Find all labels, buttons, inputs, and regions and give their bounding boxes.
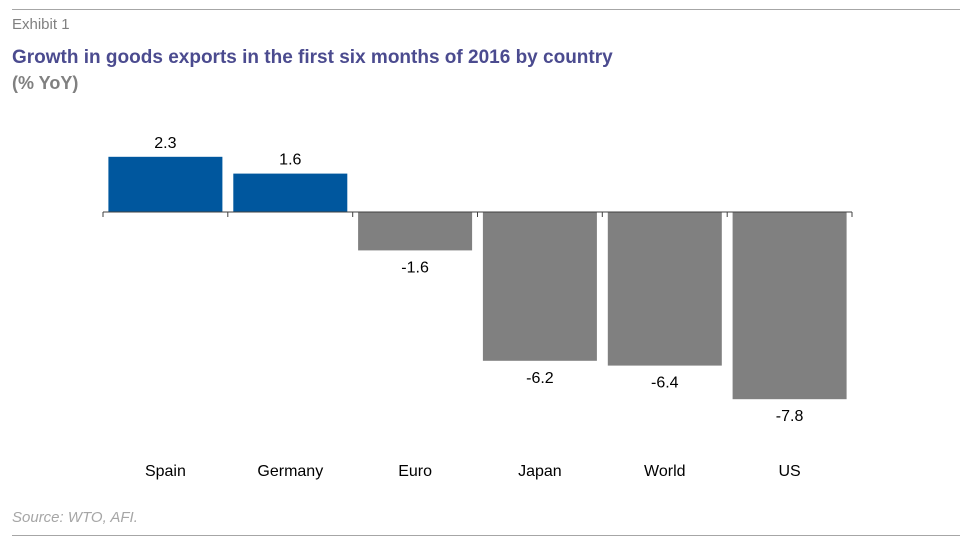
category-label-spain: Spain xyxy=(145,463,186,480)
chart-subtitle: (% YoY) xyxy=(12,73,79,93)
category-label-japan: Japan xyxy=(518,463,562,480)
category-label-world: World xyxy=(644,463,686,480)
data-label-spain: 2.3 xyxy=(154,135,176,152)
top-rule xyxy=(12,9,960,10)
data-label-germany: 1.6 xyxy=(279,152,301,169)
bottom-rule xyxy=(12,535,960,536)
bar-spain xyxy=(108,156,223,212)
chart-title: Growth in goods exports in the first six… xyxy=(12,47,613,68)
axis-layer xyxy=(102,211,853,217)
data-label-us: -7.8 xyxy=(776,408,804,425)
data-label-japan: -6.2 xyxy=(526,370,554,387)
bar-japan xyxy=(482,212,597,361)
data-label-euro: -1.6 xyxy=(401,259,429,276)
bar-euro xyxy=(358,212,473,251)
bar-us xyxy=(732,212,847,400)
data-label-world: -6.4 xyxy=(651,375,679,392)
category-label-germany: Germany xyxy=(257,463,323,480)
source-note: Source: WTO, AFI. xyxy=(12,509,138,526)
bars-layer xyxy=(108,156,847,400)
category-label-us: US xyxy=(778,463,800,480)
bar-world xyxy=(607,212,722,366)
exhibit-label: Exhibit 1 xyxy=(12,16,70,33)
labels-layer: 2.3 Spain 1.6 Germany -1.6 Euro -6.2 Japan -6.4 W… xyxy=(145,135,804,480)
category-label-euro: Euro xyxy=(398,463,432,480)
bar-germany xyxy=(233,173,348,212)
